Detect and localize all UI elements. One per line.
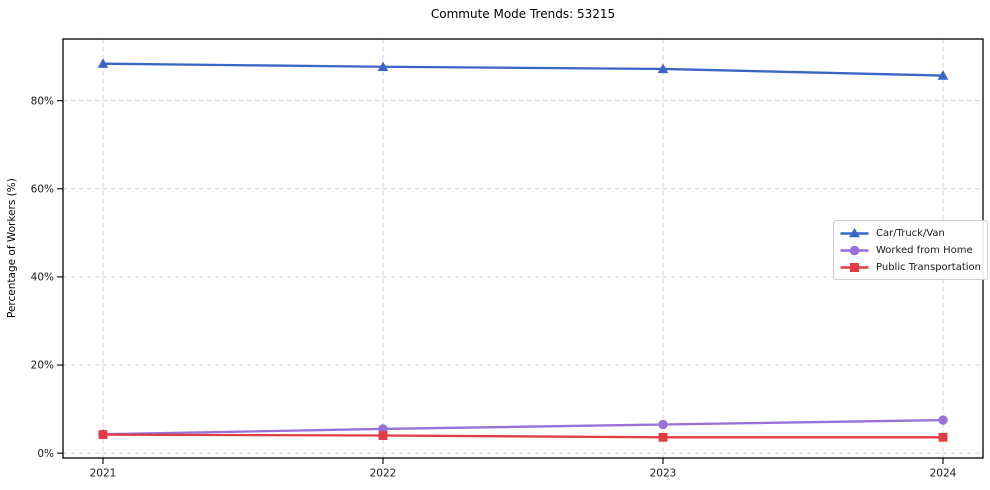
legend-circle-line-icon (840, 245, 869, 256)
marker-worked-from-home-2023 (658, 419, 668, 430)
y-tick-label-60: 60% (31, 184, 54, 196)
legend-item-public-transportation: Public Transportation (839, 259, 981, 275)
chart-title: Commute Mode Trends: 53215 (430, 7, 616, 21)
x-tick-label-2021: 2021 (90, 468, 117, 480)
marker-public-transportation-2021 (98, 430, 108, 440)
y-tick-label-20: 20% (31, 360, 54, 372)
series-line-worked-from-home (101, 418, 945, 436)
marker-worked-from-home-2024 (938, 415, 948, 425)
marker-public-transportation-2024 (938, 432, 948, 442)
legend-item-car-truck-van: Car/Truck/Van (839, 225, 981, 241)
marker-car-truck-van-2024 (937, 70, 949, 80)
legend-label-public-transportation: Public Transportation (876, 261, 981, 273)
marker-car-truck-van-2023 (657, 63, 669, 74)
chart-legend: Car/Truck/Van Worked from Home Public Tr… (833, 220, 988, 280)
y-tick-label-80: 80% (31, 95, 54, 107)
legend-square-line-icon (840, 263, 869, 272)
legend-label-worked-from-home: Worked from Home (876, 244, 973, 256)
marker-public-transportation-2023 (658, 432, 668, 442)
x-tick-label-2023: 2023 (650, 468, 677, 480)
legend-item-worked-from-home: Worked from Home (839, 242, 981, 258)
y-tick-label-0: 0% (37, 448, 54, 460)
x-tick-label-2022: 2022 (370, 468, 397, 480)
marker-public-transportation-2022 (378, 431, 388, 440)
legend-triangle-line-icon (840, 228, 869, 238)
marker-car-truck-van-2021 (97, 58, 109, 68)
marker-car-truck-van-2022 (377, 61, 389, 71)
series-line-car-truck-van (101, 62, 945, 77)
series-line-public-transportation (101, 433, 945, 439)
y-tick-label-40: 40% (31, 272, 54, 284)
x-tick-label-2024: 2024 (930, 468, 957, 480)
legend-label-car-truck-van: Car/Truck/Van (876, 227, 945, 239)
